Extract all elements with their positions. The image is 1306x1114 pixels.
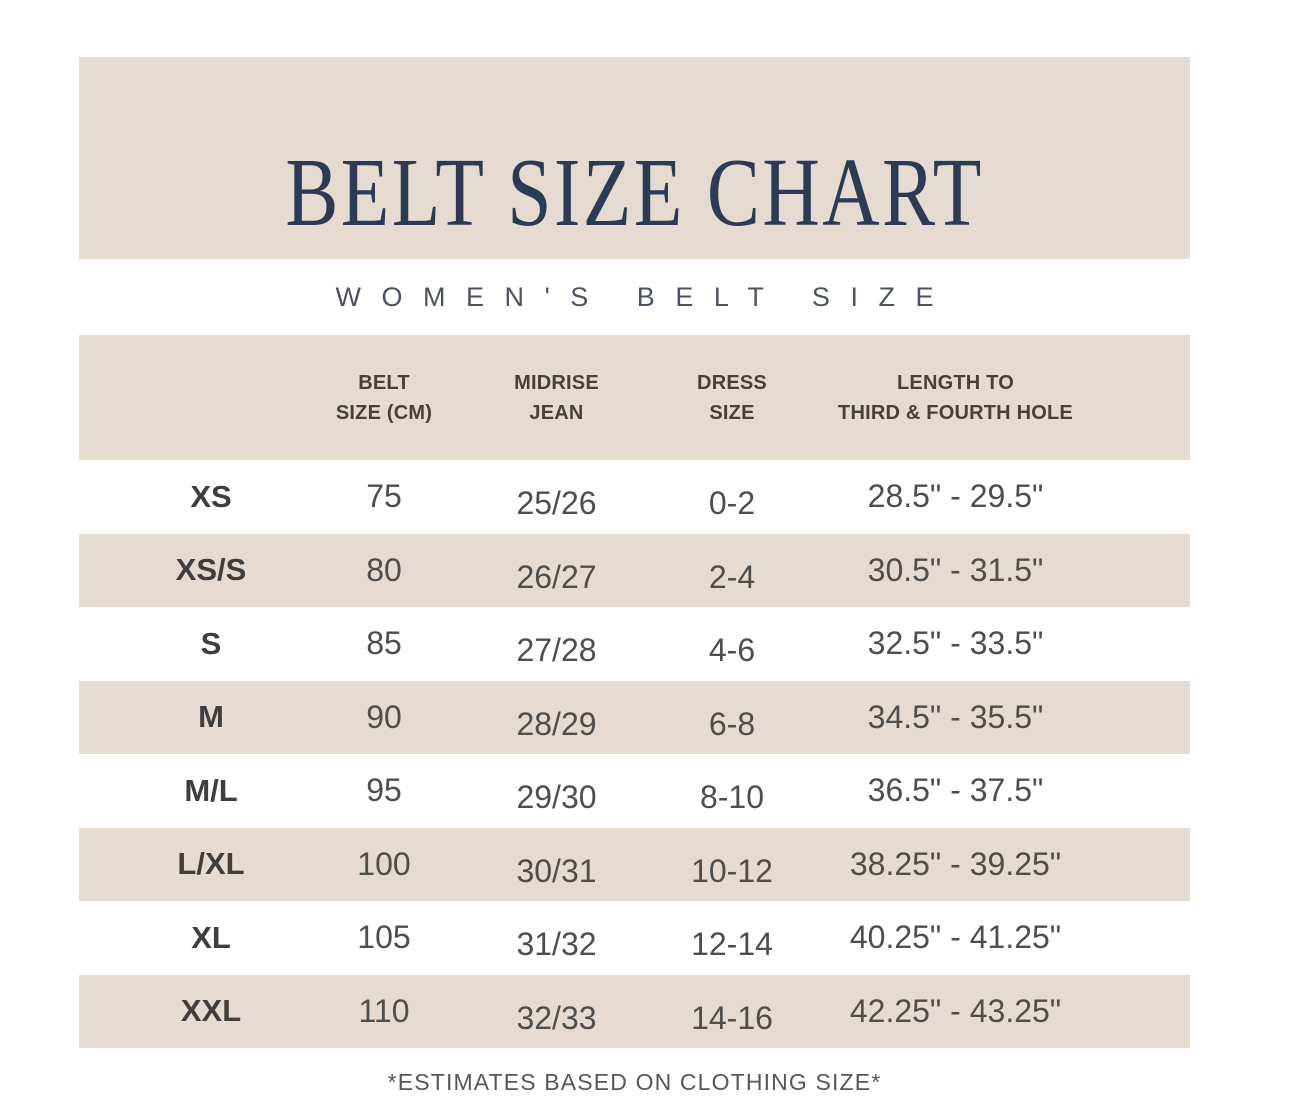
table-row: S 85 27/28 4-6 32.5" - 33.5"	[79, 607, 1190, 681]
midrise-jean-value: 31/32	[516, 926, 597, 963]
table-row: M 90 28/29 6-8 34.5" - 35.5"	[79, 680, 1190, 754]
dress-size-value: 14-16	[691, 999, 773, 1036]
table-header-row: BELT SIZE (CM) MIDRISE JEAN DRESS SIZE L…	[79, 335, 1190, 460]
belt-size-chart: BELT SIZE CHART WOMEN'S BELT SIZE BELT S…	[79, 0, 1190, 1096]
belt-cm-value: 75	[366, 478, 402, 515]
page-title: BELT SIZE CHART	[285, 139, 984, 246]
belt-cm-value: 80	[366, 551, 402, 588]
length-value: 36.5" - 37.5"	[867, 772, 1044, 809]
dress-size-value: 0-2	[708, 485, 756, 522]
page-subtitle: WOMEN'S BELT SIZE	[79, 259, 1190, 335]
dress-size-value: 2-4	[708, 558, 756, 595]
midrise-jean-value: 32/33	[516, 999, 597, 1036]
size-label: S	[200, 625, 222, 661]
table-row: L/XL 100 30/31 10-12 38.25" - 39.25"	[79, 827, 1190, 901]
length-value: 28.5" - 29.5"	[867, 478, 1044, 515]
size-label: M/L	[184, 772, 238, 808]
column-header-dress-size: DRESS SIZE	[697, 371, 767, 424]
table-row: M/L 95 29/30 8-10 36.5" - 37.5"	[79, 754, 1190, 828]
size-label: XS/S	[175, 552, 247, 588]
midrise-jean-value: 29/30	[516, 779, 597, 816]
table-row: XS 75 25/26 0-2 28.5" - 29.5"	[79, 460, 1190, 534]
size-table: BELT SIZE (CM) MIDRISE JEAN DRESS SIZE L…	[79, 335, 1190, 1048]
midrise-jean-value: 28/29	[516, 705, 597, 742]
table-row: XXL 110 32/33 14-16 42.25" - 43.25"	[79, 974, 1190, 1048]
length-value: 42.25" - 43.25"	[849, 992, 1062, 1029]
size-label: L/XL	[177, 846, 245, 882]
length-value: 40.25" - 41.25"	[849, 919, 1062, 956]
dress-size-value: 10-12	[691, 852, 773, 889]
table-row: XS/S 80 26/27 2-4 30.5" - 31.5"	[79, 533, 1190, 607]
midrise-jean-value: 27/28	[516, 632, 597, 669]
length-value: 38.25" - 39.25"	[849, 845, 1062, 882]
length-value: 34.5" - 35.5"	[867, 698, 1044, 735]
midrise-jean-value: 25/26	[516, 485, 597, 522]
dress-size-value: 4-6	[708, 632, 756, 669]
dress-size-value: 6-8	[708, 705, 756, 742]
table-row: XL 105 31/32 12-14 40.25" - 41.25"	[79, 901, 1190, 975]
size-label: XS	[190, 478, 232, 514]
footnote: *ESTIMATES BASED ON CLOTHING SIZE*	[387, 1069, 882, 1095]
belt-cm-value: 105	[357, 919, 411, 956]
title-banner: BELT SIZE CHART	[79, 57, 1190, 259]
belt-cm-value: 100	[357, 845, 411, 882]
belt-cm-value: 90	[366, 698, 402, 735]
belt-cm-value: 95	[366, 772, 402, 809]
belt-cm-value: 110	[358, 992, 410, 1029]
length-value: 30.5" - 31.5"	[867, 551, 1044, 588]
length-value: 32.5" - 33.5"	[867, 625, 1044, 662]
column-header-midrise-jean: MIDRISE JEAN	[514, 371, 599, 424]
dress-size-value: 8-10	[699, 779, 765, 816]
midrise-jean-value: 26/27	[516, 558, 597, 595]
dress-size-value: 12-14	[691, 926, 773, 963]
column-header-belt-cm: BELT SIZE (CM)	[335, 371, 433, 424]
belt-cm-value: 85	[366, 625, 402, 662]
column-header-length: LENGTH TO THIRD & FOURTH HOLE	[838, 371, 1073, 424]
size-label: XXL	[180, 993, 242, 1029]
page-subtitle-text: WOMEN'S BELT SIZE	[335, 281, 955, 312]
size-label: XL	[191, 919, 231, 955]
midrise-jean-value: 30/31	[516, 852, 597, 889]
size-label: M	[198, 699, 224, 735]
